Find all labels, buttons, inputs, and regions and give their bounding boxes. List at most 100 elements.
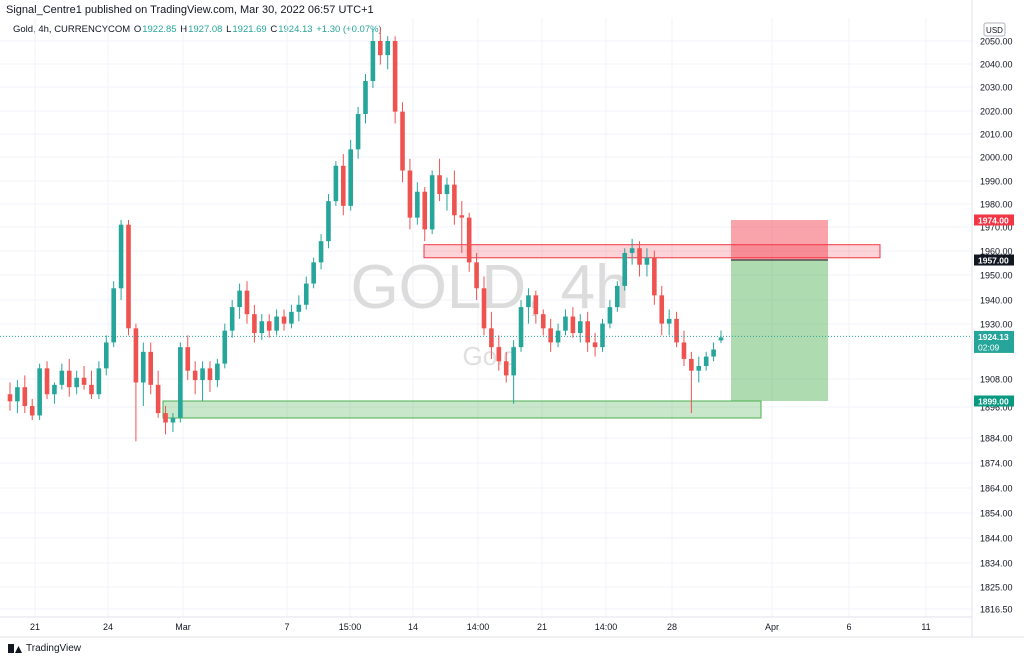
candle[interactable]: [437, 158, 442, 202]
candle[interactable]: [289, 304, 294, 329]
candle[interactable]: [444, 177, 450, 211]
candle[interactable]: [696, 356, 702, 383]
candle[interactable]: [155, 370, 161, 418]
candle[interactable]: [52, 382, 57, 404]
candle[interactable]: [333, 161, 339, 206]
candle[interactable]: [511, 340, 516, 404]
candle[interactable]: [429, 170, 435, 235]
candle[interactable]: [415, 182, 420, 225]
candle[interactable]: [681, 330, 687, 366]
candle[interactable]: [363, 73, 368, 124]
candle[interactable]: [7, 382, 13, 411]
candle[interactable]: [81, 365, 87, 390]
candle[interactable]: [274, 309, 279, 336]
candle[interactable]: [555, 323, 561, 348]
candle[interactable]: [259, 314, 265, 341]
currency-badge[interactable]: [983, 22, 1006, 37]
candle[interactable]: [348, 139, 353, 211]
candle[interactable]: [711, 342, 716, 362]
candle[interactable]: [103, 335, 109, 376]
candle[interactable]: [237, 283, 242, 319]
candle[interactable]: [407, 158, 413, 230]
candle[interactable]: [340, 154, 346, 216]
candle[interactable]: [215, 358, 220, 388]
candle[interactable]: [400, 102, 405, 183]
candle[interactable]: [281, 309, 287, 331]
candle[interactable]: [303, 276, 309, 310]
candle[interactable]: [111, 281, 116, 348]
candle[interactable]: [585, 311, 590, 352]
candle[interactable]: [652, 250, 657, 305]
candle[interactable]: [533, 290, 539, 324]
candle[interactable]: [459, 201, 465, 253]
candle[interactable]: [126, 219, 131, 336]
price-label[interactable]: 1974.00: [974, 214, 1014, 226]
candle[interactable]: [22, 375, 28, 414]
candle[interactable]: [133, 323, 139, 442]
candle[interactable]: [370, 29, 376, 89]
candle[interactable]: [229, 300, 235, 338]
candle[interactable]: [326, 194, 331, 249]
candle[interactable]: [170, 413, 176, 432]
candle[interactable]: [96, 361, 102, 399]
candle[interactable]: [141, 342, 146, 407]
candle[interactable]: [148, 342, 154, 395]
candle[interactable]: [489, 311, 494, 359]
candle[interactable]: [178, 342, 183, 423]
candle[interactable]: [481, 276, 487, 336]
candle[interactable]: [392, 36, 398, 124]
candle[interactable]: [629, 238, 635, 265]
candle[interactable]: [466, 212, 472, 272]
candle[interactable]: [503, 351, 509, 383]
candle[interactable]: [563, 309, 568, 336]
candle[interactable]: [666, 309, 672, 336]
support-zone[interactable]: [162, 400, 762, 419]
candle[interactable]: [474, 252, 479, 301]
candle[interactable]: [659, 285, 665, 336]
candle[interactable]: [192, 361, 198, 395]
candle[interactable]: [318, 234, 324, 270]
candle[interactable]: [496, 335, 502, 371]
candle[interactable]: [59, 363, 65, 390]
candle[interactable]: [185, 335, 191, 381]
candle[interactable]: [66, 358, 72, 397]
candle[interactable]: [44, 361, 50, 399]
candle[interactable]: [244, 281, 250, 324]
candle[interactable]: [452, 170, 457, 225]
candle[interactable]: [296, 295, 302, 322]
candle[interactable]: [703, 351, 709, 371]
price-label[interactable]: 1957.00: [974, 254, 1014, 266]
candle[interactable]: [222, 323, 228, 369]
price-label[interactable]: 1899.00: [974, 395, 1014, 407]
candle[interactable]: [689, 351, 694, 414]
candle[interactable]: [74, 370, 79, 395]
candle[interactable]: [518, 300, 524, 352]
resistance-zone[interactable]: [423, 244, 881, 259]
candle[interactable]: [526, 288, 531, 324]
candle[interactable]: [118, 219, 124, 301]
candle[interactable]: [607, 300, 613, 329]
candle[interactable]: [266, 314, 272, 338]
candle[interactable]: [674, 311, 679, 348]
candle[interactable]: [163, 406, 168, 435]
candle[interactable]: [548, 318, 553, 352]
candle[interactable]: [37, 363, 42, 421]
candle[interactable]: [718, 330, 724, 344]
candle[interactable]: [385, 36, 391, 70]
candle[interactable]: [422, 187, 428, 242]
candle[interactable]: [637, 241, 642, 277]
candle[interactable]: [15, 380, 20, 414]
candle[interactable]: [200, 361, 205, 402]
position-stop-area[interactable]: [731, 219, 828, 261]
candle[interactable]: [644, 248, 650, 277]
candle[interactable]: [600, 318, 605, 352]
candle[interactable]: [592, 333, 598, 357]
candle[interactable]: [311, 257, 316, 289]
candle[interactable]: [355, 106, 361, 159]
candle[interactable]: [570, 307, 576, 338]
candle[interactable]: [89, 370, 94, 399]
candle[interactable]: [622, 248, 628, 291]
symbol-name[interactable]: Gold, 4h, CURRENCYCOM: [13, 24, 131, 35]
position-target-area[interactable]: [731, 260, 828, 401]
